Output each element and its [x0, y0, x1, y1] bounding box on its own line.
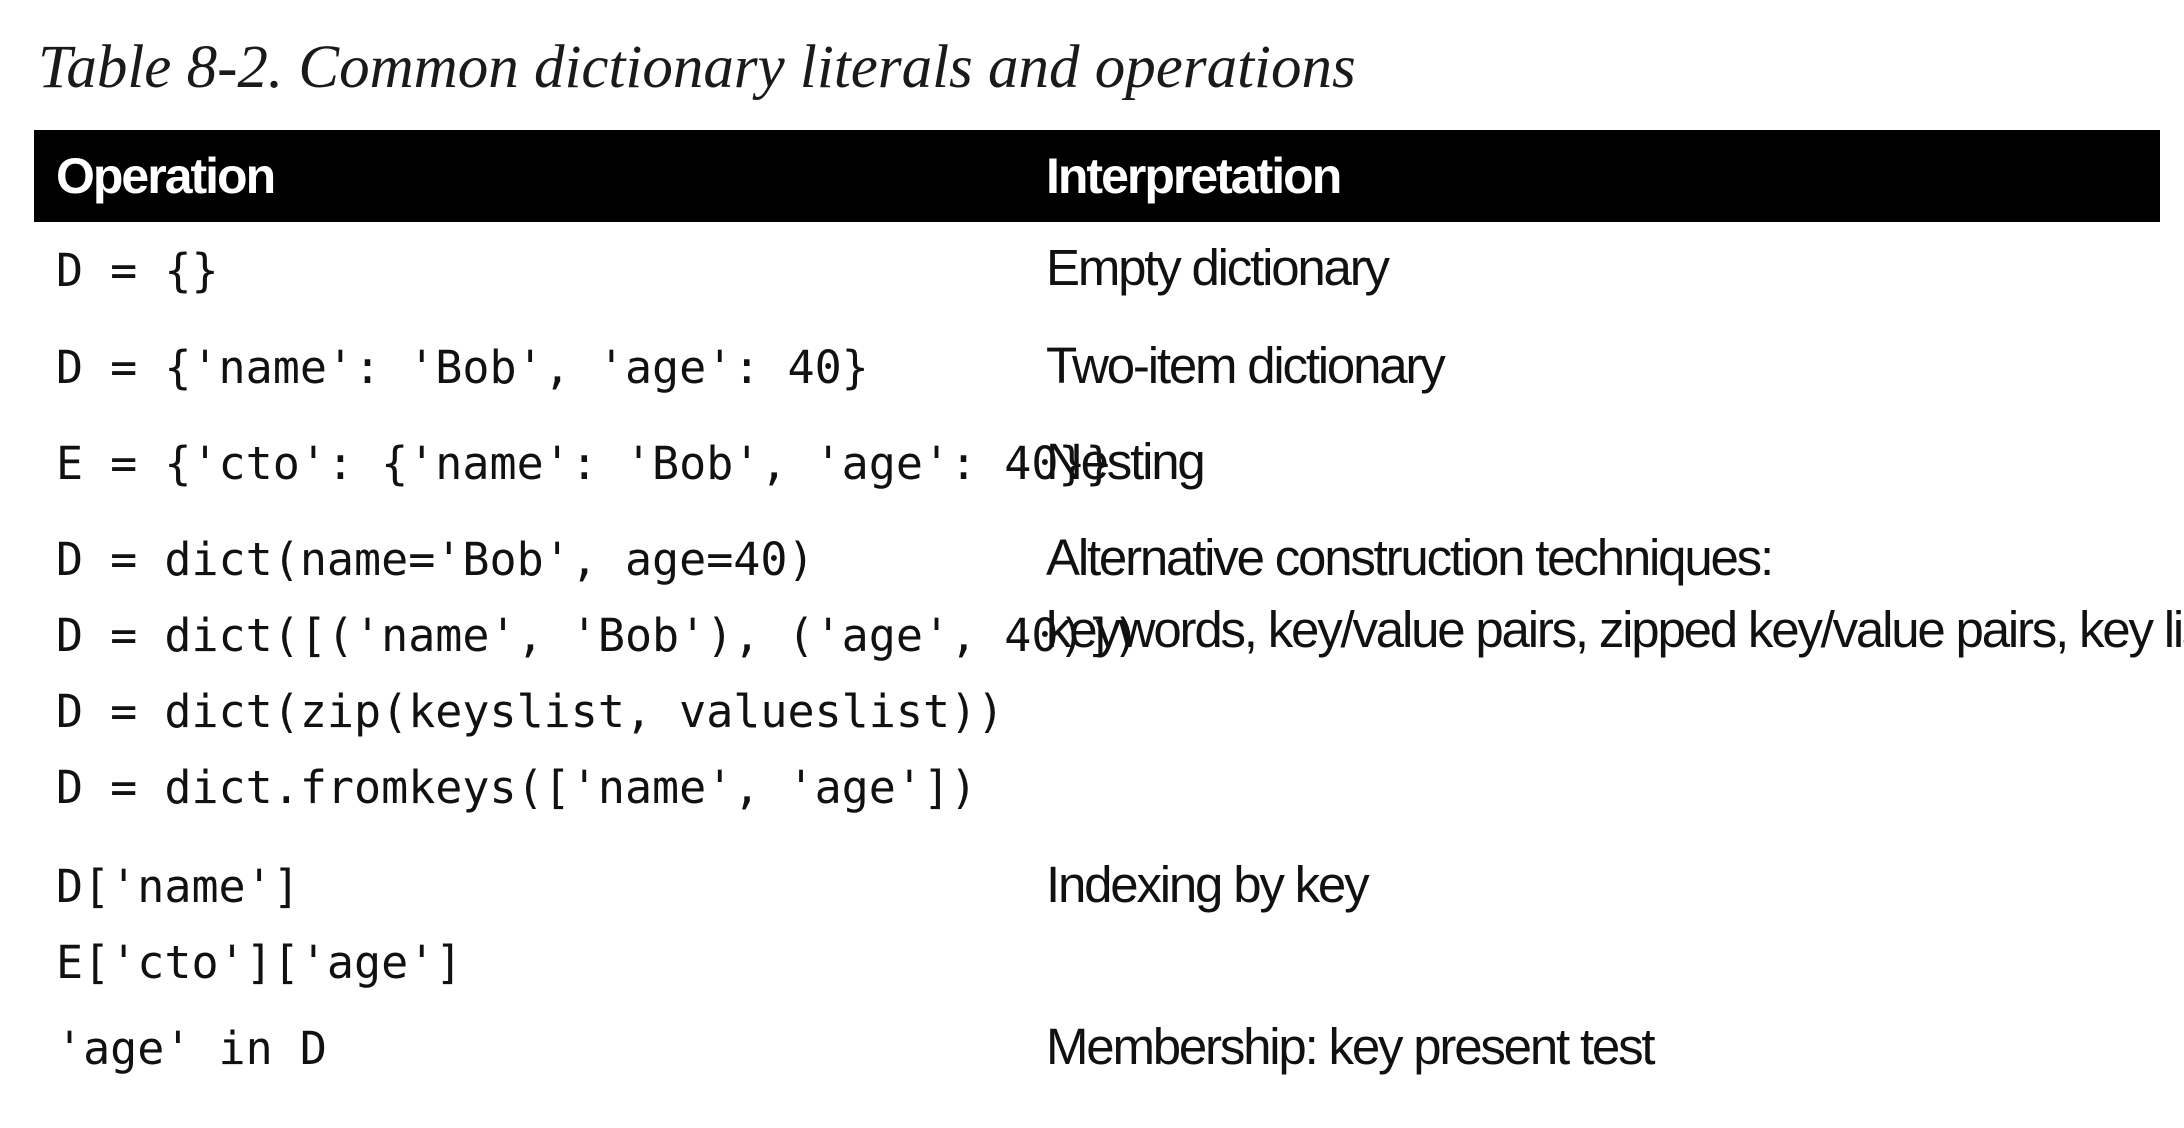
operation-code: D = dict(zip(keyslist, valueslist))	[56, 685, 1005, 738]
header-interpretation: Interpretation	[1046, 148, 1342, 204]
table-row: D = dict(name='Bob', age=40) D = dict([(…	[34, 511, 2184, 838]
table-row: D = {'name': 'Bob', 'age': 40} Two-item …	[34, 319, 2160, 415]
interpretation-cell: Nesting	[1046, 426, 1206, 498]
table-row: D = {} Empty dictionary	[34, 222, 2160, 319]
operation-code: E = {'cto': {'name': 'Bob', 'age': 40}}	[56, 437, 1113, 490]
operation-code: D = {}	[56, 244, 219, 297]
operation-code: D['name']	[56, 860, 300, 913]
table-row: D['name'] E['cto']['age'] Indexing by ke…	[34, 838, 2160, 1010]
operation-cell: D = dict(name='Bob', age=40) D = dict([(…	[56, 522, 1140, 826]
interpretation-cell: Empty dictionary	[1046, 232, 1390, 304]
operation-cell: D = {}	[56, 233, 219, 309]
interpretation-cell: Alternative construction techniques: key…	[1046, 522, 2184, 666]
header-operation: Operation	[56, 148, 276, 204]
operation-code: D = {'name': 'Bob', 'age': 40}	[56, 341, 869, 394]
interpretation-cell: Indexing by key	[1046, 849, 1370, 921]
operation-cell: E = {'cto': {'name': 'Bob', 'age': 40}}	[56, 426, 1113, 502]
operation-code: D = dict.fromkeys(['name', 'age'])	[56, 761, 978, 814]
table-header-row: Operation Interpretation	[34, 130, 2160, 222]
operation-cell: D = {'name': 'Bob', 'age': 40}	[56, 330, 869, 406]
operation-code: D = dict(name='Bob', age=40)	[56, 533, 815, 586]
interpretation-text: Membership: key present test	[1046, 1018, 1656, 1075]
operation-code: E['cto']['age']	[56, 936, 463, 989]
operation-code: 'age' in D	[56, 1022, 327, 1075]
table-row: E = {'cto': {'name': 'Bob', 'age': 40}} …	[34, 415, 2160, 511]
interpretation-cell: Membership: key present test	[1046, 1011, 1656, 1083]
interpretation-text: Two-item dictionary	[1046, 337, 1446, 394]
dictionary-operations-table: Operation Interpretation D = {} Empty di…	[34, 130, 2184, 1106]
interpretation-text: Alternative construction techniques:	[1046, 529, 1774, 586]
operation-code: D = dict([('name', 'Bob'), ('age', 40)])	[56, 609, 1140, 662]
interpretation-text: Nesting	[1046, 433, 1206, 490]
operation-cell: D['name'] E['cto']['age']	[56, 849, 462, 1001]
interpretation-text: Indexing by key	[1046, 856, 1370, 913]
table-caption: Table 8-2. Common dictionary literals an…	[38, 34, 1356, 101]
interpretation-cell: Two-item dictionary	[1046, 330, 1446, 402]
interpretation-text: keywords, key/value pairs, zipped key/va…	[1046, 601, 2184, 658]
operation-cell: 'age' in D	[56, 1011, 327, 1087]
interpretation-text: Empty dictionary	[1046, 239, 1390, 296]
table-row: 'age' in D Membership: key present test	[34, 1010, 2160, 1106]
